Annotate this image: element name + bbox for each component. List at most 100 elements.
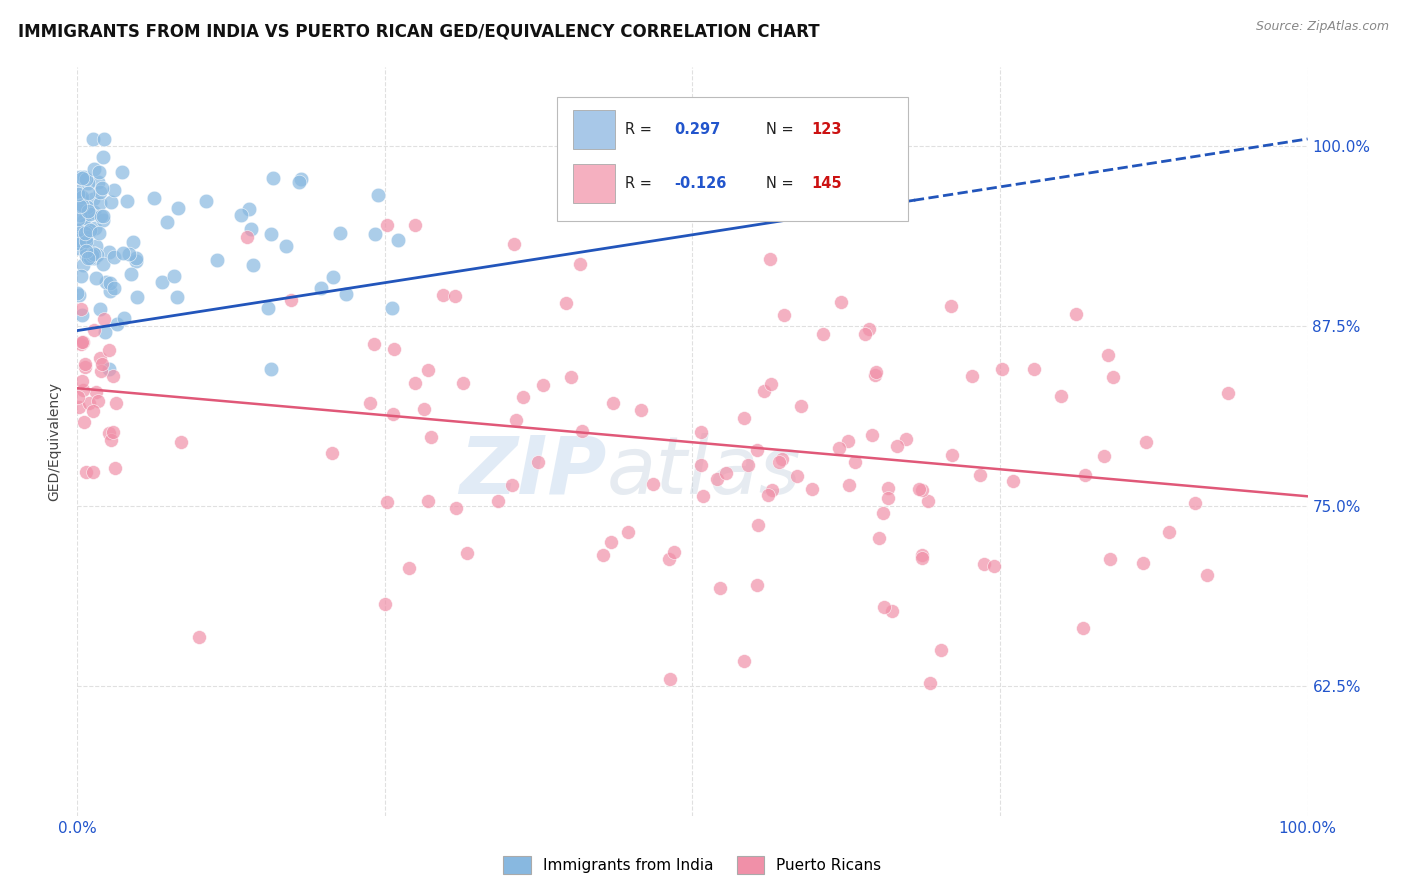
Point xyxy=(1195,568,1218,582)
Point xyxy=(911,483,934,497)
Point xyxy=(101,425,124,439)
Point xyxy=(69,170,91,185)
Point xyxy=(167,202,190,216)
Point xyxy=(662,545,685,559)
Point xyxy=(800,482,823,496)
Point xyxy=(236,230,259,244)
Point xyxy=(860,427,883,442)
Text: 0.297: 0.297 xyxy=(673,121,720,136)
Point xyxy=(69,234,91,248)
Point xyxy=(929,642,952,657)
Point xyxy=(111,246,134,260)
Point xyxy=(238,202,260,216)
Point xyxy=(66,241,89,255)
Point xyxy=(560,370,582,384)
Point xyxy=(759,376,782,391)
Point xyxy=(1050,389,1073,403)
Point xyxy=(456,546,478,560)
Text: R =: R = xyxy=(624,176,657,191)
Point xyxy=(103,183,125,197)
Point xyxy=(359,396,381,410)
Point xyxy=(143,191,166,205)
Point xyxy=(363,336,385,351)
Point xyxy=(73,169,96,184)
Point xyxy=(82,465,104,479)
Point xyxy=(66,286,89,301)
Point xyxy=(73,212,96,227)
Point xyxy=(571,424,593,438)
Point xyxy=(69,199,91,213)
Point xyxy=(911,551,934,566)
Point xyxy=(86,393,108,408)
Point xyxy=(865,365,887,379)
Point xyxy=(75,465,97,479)
Point xyxy=(1022,362,1045,376)
Point xyxy=(768,455,790,469)
FancyBboxPatch shape xyxy=(557,97,908,220)
Point xyxy=(115,194,138,208)
Point xyxy=(75,244,97,258)
Point xyxy=(73,218,96,232)
Point xyxy=(375,495,398,509)
Point xyxy=(983,559,1005,574)
Point xyxy=(1102,370,1125,384)
Point xyxy=(83,205,105,219)
Point xyxy=(877,491,900,506)
Point xyxy=(865,368,887,382)
Point xyxy=(1097,347,1119,361)
Point xyxy=(416,494,439,508)
Point xyxy=(745,578,768,592)
Point xyxy=(77,204,100,219)
Point xyxy=(156,215,179,229)
Point xyxy=(290,171,312,186)
Point xyxy=(93,132,115,146)
Point xyxy=(505,412,527,426)
Point xyxy=(76,176,98,190)
Point xyxy=(773,308,796,322)
Point xyxy=(66,184,89,198)
Point xyxy=(322,269,344,284)
Point xyxy=(880,604,903,618)
Point xyxy=(837,434,859,448)
Point xyxy=(630,403,652,417)
Point xyxy=(70,190,93,204)
Point xyxy=(104,461,127,475)
Point xyxy=(82,192,104,206)
Point xyxy=(280,293,302,307)
Point xyxy=(98,277,121,291)
Point xyxy=(747,517,769,532)
Point xyxy=(404,376,426,390)
Point xyxy=(195,194,218,208)
Point xyxy=(257,301,280,315)
Point xyxy=(103,281,125,295)
Point xyxy=(75,234,97,248)
Text: atlas: atlas xyxy=(606,433,801,510)
Point xyxy=(838,478,860,492)
Point xyxy=(689,458,711,472)
Point xyxy=(844,455,866,469)
Point xyxy=(335,287,357,301)
Point xyxy=(1157,524,1180,539)
Text: Source: ZipAtlas.com: Source: ZipAtlas.com xyxy=(1256,20,1389,33)
Point xyxy=(67,235,90,250)
Point xyxy=(733,411,755,425)
Point xyxy=(617,524,640,539)
Point xyxy=(75,227,97,241)
Point xyxy=(79,207,101,221)
Point xyxy=(112,310,135,325)
Point xyxy=(83,247,105,261)
Point xyxy=(66,390,89,404)
Point xyxy=(239,222,262,236)
Point xyxy=(67,288,90,302)
Point xyxy=(387,233,409,247)
Point xyxy=(381,301,404,315)
Point xyxy=(76,251,98,265)
Point xyxy=(786,468,808,483)
Point xyxy=(66,212,89,227)
Point xyxy=(658,552,681,566)
Point xyxy=(811,326,834,341)
Point xyxy=(364,227,387,242)
Point xyxy=(872,506,894,520)
Point xyxy=(103,369,125,384)
Point xyxy=(1064,307,1087,321)
